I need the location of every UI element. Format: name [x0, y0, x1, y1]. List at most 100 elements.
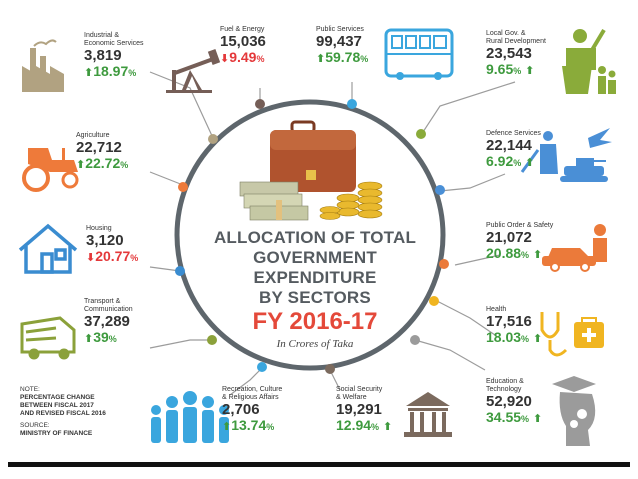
- sector-change: 20.88% ⬆: [486, 246, 553, 263]
- sector-label: Social Security & Welfare: [336, 386, 392, 402]
- arrow-up-icon: ⬆: [532, 333, 543, 345]
- oil-pump-icon: [166, 49, 221, 93]
- main-title: ALLOCATION OF TOTAL GOVERNMENT EXPENDITU…: [190, 228, 440, 350]
- sector-label-line: Fuel & Energy: [220, 26, 265, 33]
- sector-change: 9.65% ⬆: [486, 62, 546, 79]
- sector-label-line: Health: [486, 306, 507, 313]
- sector-label-line: & Welfare: [336, 394, 367, 401]
- percent-sign: %: [120, 160, 129, 170]
- sector-localgov: Local Gov. & Rural Development 23,543 9.65%…: [486, 30, 546, 79]
- sector-label-line: Technology: [486, 386, 522, 393]
- note-heading: NOTE:: [20, 386, 40, 393]
- sector-change: ⬆18.97%: [84, 64, 144, 81]
- sector-agriculture: Agriculture 22,712 ⬆22.72%: [76, 132, 128, 173]
- sector-label-line: Communication: [84, 306, 133, 313]
- sector-label: Fuel & Energy: [220, 26, 266, 34]
- sector-value: 19,291: [336, 401, 382, 418]
- source-value: MINISTRY OF FINANCE: [20, 430, 93, 437]
- sector-label-line: Public Order & Safety: [486, 222, 554, 229]
- percent-sign: %: [521, 250, 530, 260]
- sector-value: 17,516: [486, 313, 532, 330]
- change-value: 20.88: [486, 245, 522, 261]
- change-value: 12.94: [336, 417, 372, 433]
- sector-change: ⬇20.77%: [86, 249, 138, 266]
- title-line-2: GOVERNMENT EXPENDITURE: [253, 248, 377, 287]
- tractor-icon: [22, 148, 79, 192]
- sector-label-line: Housing: [86, 225, 112, 232]
- arrow-down-icon: ⬇: [86, 252, 96, 264]
- arrow-up-icon: ⬆: [76, 159, 86, 171]
- sector-label: Transport & Communication: [84, 298, 133, 314]
- stethoscope-firstaid-icon: [540, 312, 604, 357]
- factory-icon: [22, 39, 64, 92]
- percent-sign: %: [521, 414, 530, 424]
- change-value: 18.97: [93, 63, 129, 79]
- title-line-3: BY SECTORS: [259, 288, 371, 307]
- sector-value: 52,920: [486, 393, 532, 410]
- percent-sign: %: [371, 422, 380, 432]
- title-line-1: ALLOCATION OF TOTAL: [213, 228, 417, 247]
- arrow-up-icon: ⬆: [525, 65, 535, 77]
- percent-sign: %: [128, 68, 137, 78]
- sector-value: 3,819: [84, 47, 122, 64]
- change-value: 9.49: [229, 49, 257, 65]
- sector-change: ⬆22.72%: [76, 156, 128, 173]
- change-value: 6.92: [486, 153, 514, 169]
- sector-value: 3,120: [86, 232, 124, 249]
- sector-public: Public Services 99,437 ⬆59.78%: [316, 26, 368, 67]
- arrow-up-icon: ⬆: [316, 53, 326, 65]
- percent-sign: %: [130, 253, 139, 263]
- sector-education: Education & Technology 52,920 34.55% ⬆: [486, 378, 542, 427]
- sector-label-line: Public Services: [316, 26, 364, 33]
- sector-value: 37,289: [84, 313, 130, 330]
- sector-label-line: Recreation, Culture: [222, 386, 283, 393]
- sector-label-line: Industrial &: [84, 32, 120, 39]
- sector-value: 15,036: [220, 33, 266, 50]
- note-line: AND REVISED FISCAL 2016: [20, 410, 106, 417]
- bus-icon: [384, 28, 454, 80]
- arrow-up-icon: ⬆: [532, 249, 543, 261]
- sector-defence: Defence Services 22,144 6.92% ⬆: [486, 130, 541, 171]
- sector-change: ⬆59.78%: [316, 50, 368, 67]
- change-value: 9.65: [486, 61, 514, 77]
- percent-sign: %: [266, 422, 275, 432]
- sector-label-line: Social Security: [336, 386, 383, 393]
- briefcase-money-icon: [239, 120, 383, 221]
- sector-label: Housing: [86, 225, 138, 233]
- arrow-up-icon: ⬆: [222, 421, 232, 433]
- change-value: 59.78: [325, 49, 361, 65]
- bank-icon: [404, 392, 452, 437]
- sector-housing: Housing 3,120 ⬇20.77%: [86, 225, 138, 266]
- percent-sign: %: [513, 66, 522, 76]
- percent-sign: %: [513, 158, 522, 168]
- soldier-jet-tank-icon: [520, 128, 612, 182]
- sector-label: Public Services: [316, 26, 368, 34]
- sector-value: 23,543: [486, 45, 532, 62]
- sector-value: 22,144: [486, 137, 532, 154]
- sector-change: ⬆13.74%: [222, 418, 282, 435]
- arrow-up-icon: ⬆: [84, 67, 94, 79]
- source-label: SOURCE:: [20, 422, 50, 429]
- sector-label: Health: [486, 306, 542, 314]
- change-value: 18.03: [486, 329, 522, 345]
- sector-label-line: Local Gov. &: [486, 30, 526, 37]
- sector-label-line: Economic Services: [84, 40, 144, 47]
- sector-label: Public Order & Safety: [486, 222, 553, 230]
- truck-icon: [20, 316, 76, 360]
- arrow-up-icon: ⬆: [525, 157, 535, 169]
- sector-value: 21,072: [486, 229, 532, 246]
- percent-sign: %: [521, 334, 530, 344]
- note-block: NOTE: PERCENTAGE CHANGE BETWEEN FISCAL 2…: [20, 386, 106, 438]
- percent-sign: %: [108, 334, 117, 344]
- sector-change: ⬆39%: [84, 330, 133, 347]
- sector-fuel: Fuel & Energy 15,036 ⬇9.49%: [220, 26, 266, 67]
- graduate-head-icon: [552, 376, 596, 446]
- change-value: 39: [93, 329, 109, 345]
- arrow-up-icon: ⬆: [84, 333, 94, 345]
- sector-change: 6.92% ⬆: [486, 154, 541, 171]
- change-value: 34.55: [486, 409, 522, 425]
- arrow-down-icon: ⬇: [220, 53, 230, 65]
- sector-order: Public Order & Safety 21,072 20.88% ⬆: [486, 222, 553, 263]
- sector-label: Agriculture: [76, 132, 128, 140]
